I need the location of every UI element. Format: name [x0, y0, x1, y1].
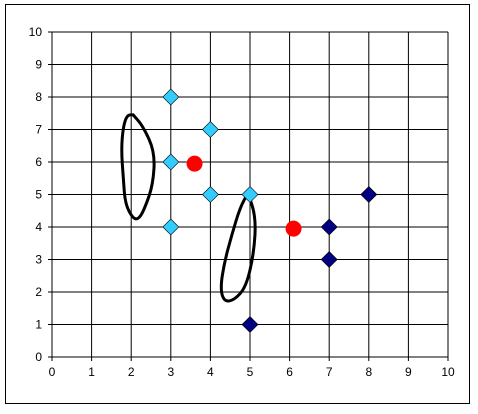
- hand-drawn-loop-2: [219, 191, 257, 303]
- y-tick-label: 6: [35, 155, 42, 169]
- y-tick-label: 7: [35, 123, 42, 137]
- data-point-diamond: [241, 186, 259, 203]
- x-tick-label: 0: [49, 365, 56, 379]
- y-tick-label: 3: [35, 253, 42, 267]
- data-point-diamond: [241, 316, 259, 333]
- data-point-diamond: [320, 251, 338, 268]
- hand-drawn-loop-1: [120, 113, 156, 221]
- data-point-circle: [186, 155, 203, 172]
- data-point-diamond: [162, 88, 180, 106]
- x-tick-label: 9: [405, 365, 412, 379]
- data-point-diamond: [360, 186, 378, 203]
- data-point-diamond: [320, 218, 338, 236]
- tick-labels: 0 1 2 3 4 5 6 7 8 9 10 0 1 2 3 4 5 6 7 8 9 10: [29, 25, 455, 379]
- x-tick-label: 2: [128, 365, 135, 379]
- x-tick-label: 4: [207, 365, 214, 379]
- y-tick-label: 2: [35, 285, 42, 299]
- x-tick-label: 6: [286, 365, 293, 379]
- y-tick-label: 9: [35, 58, 42, 72]
- y-tick-label: 10: [29, 25, 43, 39]
- x-tick-label: 5: [247, 365, 254, 379]
- data-point-diamond: [201, 121, 219, 138]
- annotations: [120, 113, 257, 303]
- x-tick-label: 10: [441, 365, 455, 379]
- y-tick-label: 1: [35, 318, 42, 332]
- y-tick-label: 5: [35, 188, 42, 202]
- x-tick-label: 8: [365, 365, 372, 379]
- data-point-circle: [285, 220, 302, 237]
- data-point-diamond: [162, 218, 180, 236]
- data-point-diamond: [162, 153, 180, 171]
- data-point-diamond: [201, 186, 219, 203]
- axes: [48, 31, 449, 361]
- y-tick-label: 4: [35, 220, 42, 234]
- chart-frame: [5, 4, 470, 404]
- y-tick-label: 8: [35, 90, 42, 104]
- data-points: [162, 88, 378, 333]
- x-tick-label: 3: [167, 365, 174, 379]
- y-tick-label: 0: [35, 350, 42, 364]
- x-tick-label: 1: [88, 365, 95, 379]
- x-tick-label: 7: [326, 365, 333, 379]
